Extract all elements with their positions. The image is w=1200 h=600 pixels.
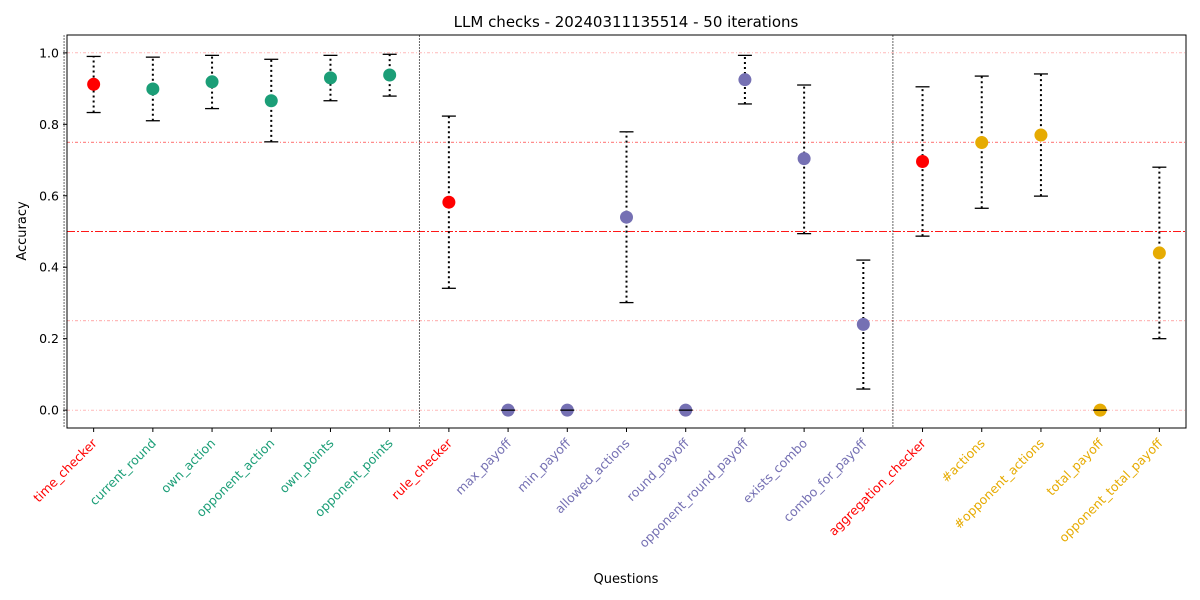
y-tick-label: 0.8 xyxy=(39,117,59,132)
y-tick-label: 0.0 xyxy=(39,403,59,418)
y-tick-label: 0.4 xyxy=(39,260,59,275)
data-point xyxy=(916,154,930,168)
data-point xyxy=(856,317,870,331)
data-point xyxy=(87,77,101,91)
chart-title: LLM checks - 20240311135514 - 50 iterati… xyxy=(454,13,799,31)
data-point xyxy=(1034,128,1048,142)
data-point xyxy=(797,152,811,166)
y-axis-label: Accuracy xyxy=(15,201,30,261)
data-point xyxy=(323,71,337,85)
data-point xyxy=(1152,246,1166,260)
data-point xyxy=(205,75,219,89)
data-point xyxy=(975,136,989,150)
y-tick-label: 0.2 xyxy=(39,331,59,346)
data-point xyxy=(620,210,633,224)
y-tick-label: 1.0 xyxy=(39,45,59,60)
data-point xyxy=(383,68,397,82)
x-axis-label: Questions xyxy=(594,572,659,587)
data-point xyxy=(738,73,752,87)
data-point xyxy=(442,195,456,209)
data-point xyxy=(146,82,160,96)
data-point xyxy=(264,94,278,108)
y-tick-label: 0.6 xyxy=(39,188,59,203)
